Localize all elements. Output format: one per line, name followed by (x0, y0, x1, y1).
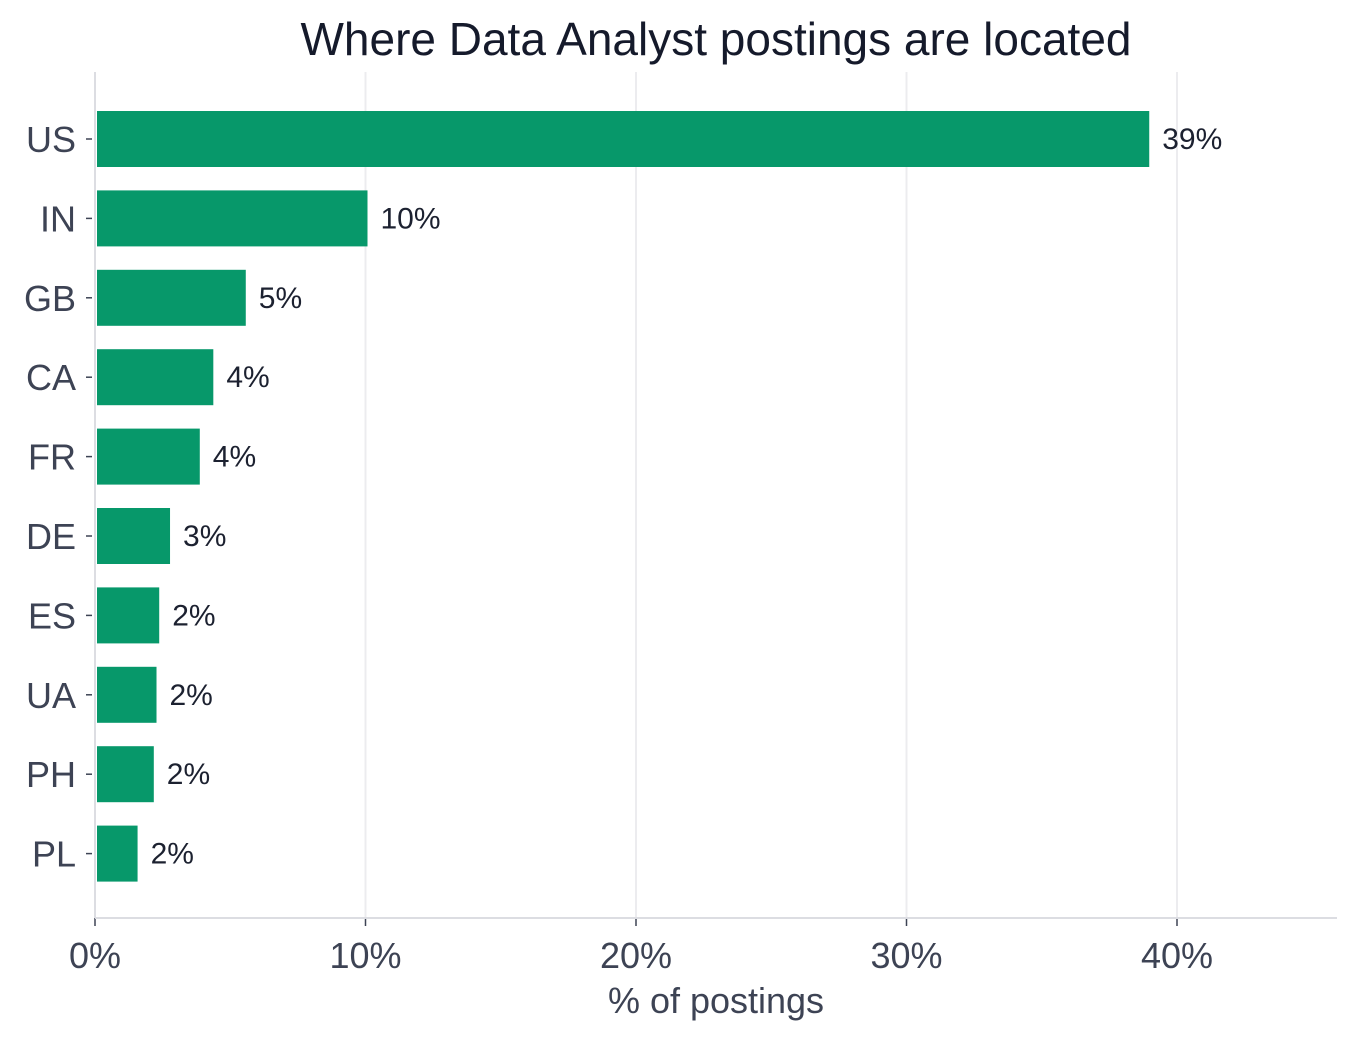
x-tick-label: 0% (69, 935, 121, 976)
axes (86, 72, 1337, 926)
y-tick-label: DE (26, 516, 76, 557)
data-label: 3% (183, 520, 226, 553)
y-tick-label: PH (26, 754, 76, 795)
data-label: 2% (167, 758, 210, 791)
bar-ph (97, 746, 154, 803)
x-tick-label: 30% (870, 935, 942, 976)
data-label: 39% (1162, 123, 1222, 156)
labels: 0% 10% 20% 30% 40% US 39% IN 10% GB 5% CA 4% FR 4% DE 3%… (24, 119, 1222, 976)
y-tick-label: US (26, 119, 76, 160)
y-tick-label: FR (28, 437, 76, 478)
y-tick-label: IN (40, 198, 76, 239)
x-tick-label: 10% (329, 935, 401, 976)
y-tick-label: PL (32, 834, 76, 875)
x-axis-title: % of postings (607, 980, 825, 1021)
bar-fr (97, 428, 200, 485)
bar-in (97, 190, 368, 247)
y-tick-label: GB (24, 278, 76, 319)
bar-ca (97, 349, 214, 406)
grid-lines (364, 72, 1178, 918)
data-label: 5% (259, 282, 302, 315)
x-tick-label: 40% (1141, 935, 1213, 976)
y-tick-label: ES (28, 595, 76, 636)
bar-us (97, 111, 1150, 167)
data-label: 2% (170, 679, 213, 712)
data-label: 2% (172, 599, 215, 632)
bar-de (97, 508, 171, 564)
y-tick-label: CA (26, 357, 76, 398)
bar-pl (97, 825, 138, 882)
data-label: 2% (151, 838, 194, 871)
bar-gb (97, 269, 246, 326)
bar-ua (97, 666, 157, 723)
data-label: 4% (213, 441, 256, 474)
bar-es (97, 587, 160, 644)
data-label: 4% (226, 361, 269, 394)
x-tick-label: 20% (600, 935, 672, 976)
chart-title: Where Data Analyst postings are located (300, 13, 1132, 65)
y-tick-label: UA (26, 675, 76, 716)
bars (97, 111, 1150, 882)
data-label: 10% (381, 202, 441, 235)
